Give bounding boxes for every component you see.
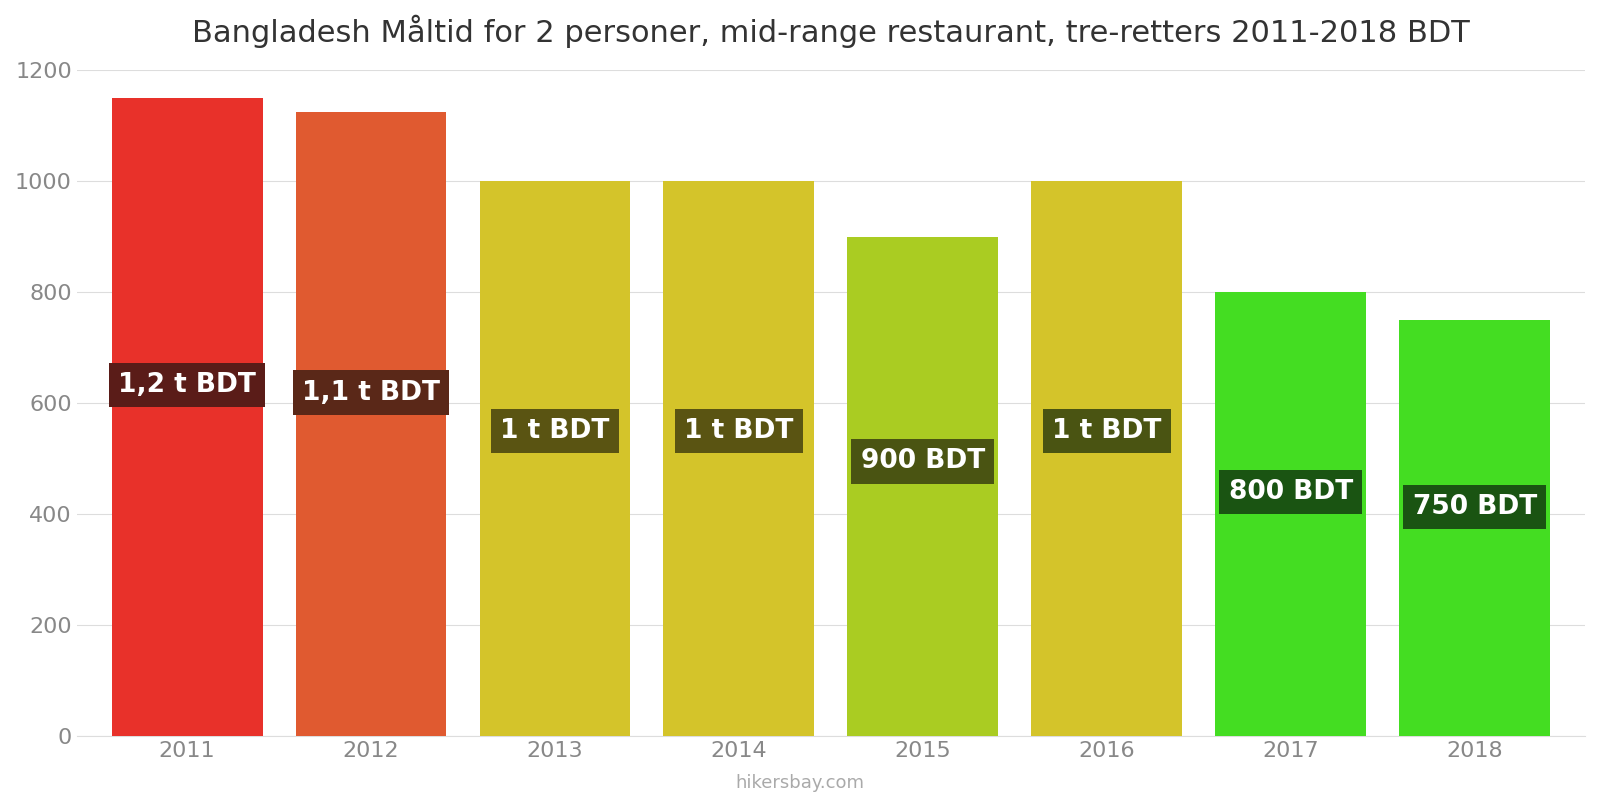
Bar xyxy=(480,181,630,736)
Bar xyxy=(112,98,262,736)
Text: 750 BDT: 750 BDT xyxy=(1413,494,1536,520)
Bar xyxy=(848,237,998,736)
Bar xyxy=(664,181,814,736)
Title: Bangladesh Måltid for 2 personer, mid-range restaurant, tre-retters 2011-2018 BD: Bangladesh Måltid for 2 personer, mid-ra… xyxy=(192,15,1470,48)
Text: 1 t BDT: 1 t BDT xyxy=(1053,418,1162,444)
Text: 1 t BDT: 1 t BDT xyxy=(501,418,610,444)
Text: 900 BDT: 900 BDT xyxy=(861,448,986,474)
Bar xyxy=(1032,181,1182,736)
Text: 1 t BDT: 1 t BDT xyxy=(685,418,794,444)
Text: 1,1 t BDT: 1,1 t BDT xyxy=(302,380,440,406)
Bar xyxy=(296,112,446,736)
Bar xyxy=(1216,292,1366,736)
Bar xyxy=(1400,320,1550,736)
Text: 800 BDT: 800 BDT xyxy=(1229,479,1354,505)
Text: 1,2 t BDT: 1,2 t BDT xyxy=(118,372,256,398)
Text: hikersbay.com: hikersbay.com xyxy=(736,774,864,792)
